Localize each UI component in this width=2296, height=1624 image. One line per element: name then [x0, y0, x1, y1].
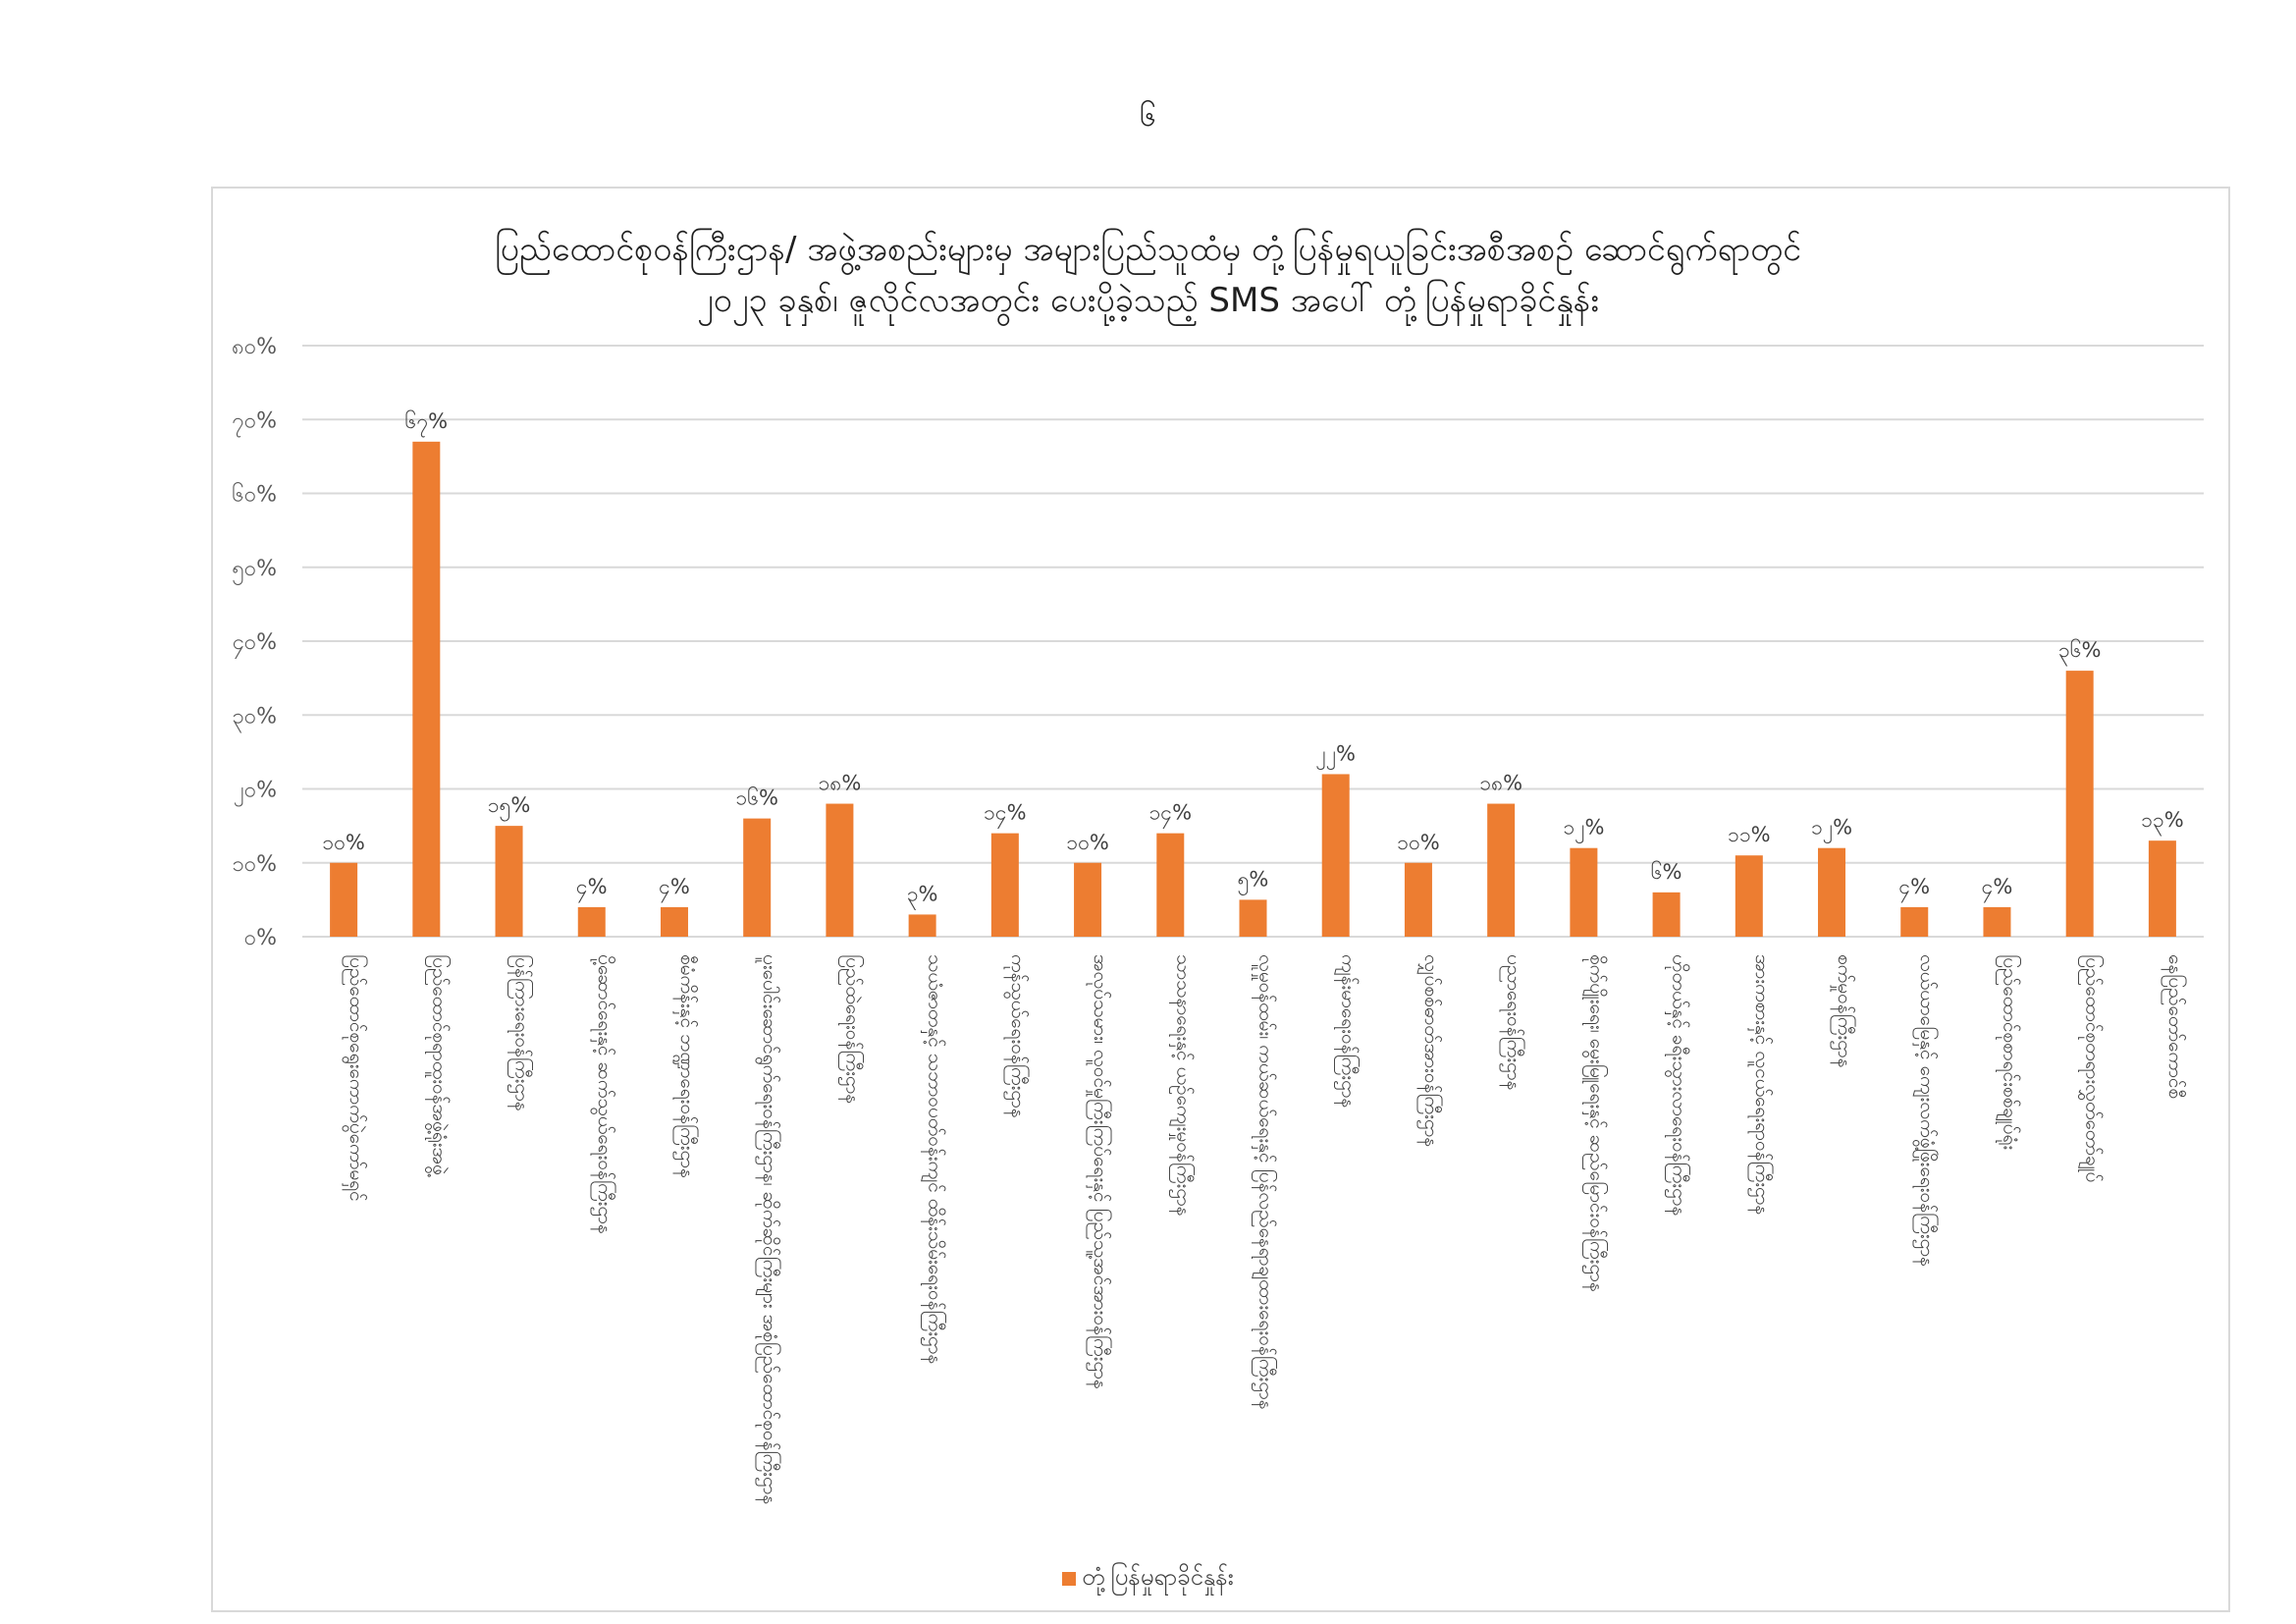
data-label: ၁၀% [1066, 831, 1109, 854]
bar [330, 862, 358, 937]
bar [2148, 840, 2176, 937]
x-category-label: စိုက်ပျိုးရေး၊ မွေးမြူရေးနှင့် ဆည်မြောင်… [1581, 954, 1609, 1292]
data-label: ၁၀% [322, 831, 365, 854]
data-label: ၁၆% [735, 785, 778, 810]
x-category-label: ပို့ဆောင်ရေးနှင့် ဆက်သွယ်ရေးဝန်ကြီးဌာန [590, 954, 617, 1234]
bar [1404, 862, 1432, 937]
x-category-label: စက်မှုဝန်ကြီးဌာန [1830, 954, 1857, 1067]
gridlines [302, 345, 2204, 938]
x-category-label: ပညာရေးဝန်ကြီးဌာန [1499, 954, 1526, 1090]
bar [1570, 847, 1598, 937]
data-label: ၁၄% [1148, 801, 1192, 830]
bar [1239, 899, 1267, 937]
bar [1652, 892, 1681, 937]
chart-title-line-1: ပြည်ထောင်စုဝန်ကြီးဌာန/ အဖွဲ့အစည်းများမှ … [494, 230, 1802, 269]
chart-title: ပြည်ထောင်စုဝန်ကြီးဌာန/ အဖွဲ့အစည်းများမှ … [0, 224, 2296, 326]
y-axis-ticks: ၀% ၁၀% ၂၀% ၃၀% ၄၀% ၅၀% ၆၀% ၇၀% ၈၀% [232, 335, 277, 950]
x-category-label: လယ်ယာမြေနှင့် ကျေးလက်ဖွံ့ဖြိုးရေးဝန်ကြီး… [1912, 954, 1940, 1267]
bar [1900, 906, 1929, 937]
bar [908, 914, 936, 937]
bar [826, 803, 854, 937]
data-label: ၁၈% [1479, 772, 1522, 795]
x-category-label: ပြည်ထောင်စုတရားလွှတ်တော်ချုပ် [2078, 954, 2106, 1182]
y-tick-label: ၃၀% [232, 704, 277, 732]
data-label: ၂၂% [1315, 741, 1356, 770]
page-number: ၆ [1140, 99, 1156, 134]
legend-swatch [1062, 1572, 1077, 1586]
x-category-label: ပြည်ထောင်စုရွေးကောက်ပွဲကော်မရှင် [342, 954, 369, 1202]
bar [743, 818, 772, 937]
x-category-label: လျှပ်စစ်ဓာတ်အားဝန်ကြီးဌာန [1416, 954, 1444, 1147]
data-label: ၆% [1651, 859, 1682, 884]
bars [330, 441, 2176, 937]
x-category-label: ပြည်ထဲရေးဝန်ကြီးဌာန [837, 954, 865, 1104]
data-label: ၁၅% [488, 793, 531, 822]
x-category-label: လူမှုဝန်ထမ်း၊ ကယ်ဆယ်ရေးနှင့် ပြန်လည်နေရာ… [1252, 954, 1279, 1410]
data-label: ၁၃% [2141, 808, 2184, 837]
data-label: ၄% [1898, 875, 1930, 903]
y-tick-label: ၆၀% [232, 482, 277, 508]
bar [1818, 847, 1846, 937]
legend: တုံ့ပြန်မှုရာခိုင်နှုန်း [0, 1561, 2296, 1597]
x-category-label: စီမံကိန်းနှင့် ဘဏ္ဍာရေးဝန်ကြီးဌာန [672, 954, 700, 1178]
data-label: ၁၄% [984, 801, 1027, 830]
bar [577, 906, 606, 937]
data-label: ၆၇% [405, 408, 449, 438]
x-category-label: ပူးပေါင်းဆောင်ရွက်ရေးဝန်ကြီးဌာန၊ ဆိုက်ဆိ… [755, 954, 782, 1504]
bar [1156, 833, 1185, 937]
x-category-label: အားကစားနှင့် လူငယ်ရေးရာဝန်ကြီးဌာန [1747, 954, 1775, 1215]
x-category-label: နေပြည်တော်ကောင်စီ [2161, 954, 2188, 1099]
legend-label: တုံ့ပြန်မှုရာခိုင်နှုန်း [1082, 1563, 1234, 1591]
data-label: ၁၂% [1811, 816, 1852, 844]
x-category-label: သယံဇာတနှင့် သဘာဝပတ်ဝန်းကျင် ထိန်းသိမ်းရေ… [921, 954, 948, 1364]
data-labels: ၁၀% ၆၇% ၁၅% ၄% ၄% ၁၆% ၁၈% ၃% ၁၄% ၁၀% ၁၄% ၅% ၂၂% ၁၀% ၁၈… [322, 408, 2183, 911]
bar [412, 441, 441, 937]
data-label: ၄% [1982, 875, 2013, 903]
bar [1074, 862, 1102, 937]
x-category-label: ဟိုတယ်နှင့် ခရီးသွားလာရေးဝန်ကြီးဌာန [1665, 954, 1692, 1216]
bar [1321, 774, 1350, 937]
y-tick-label: ၂၀% [234, 779, 277, 807]
x-axis-categories: ပြည်ထောင်စုရွေးကောက်ပွဲကော်မရှင် ပြည်ထောင… [342, 954, 2188, 1504]
y-tick-label: ၈၀% [232, 335, 277, 359]
x-category-label: ပြန်ကြားရေးဝန်ကြီးဌာန [507, 954, 535, 1111]
data-label: ၁၀% [1397, 831, 1440, 854]
data-label: ၄% [576, 875, 608, 903]
bar [1983, 906, 2011, 937]
x-category-label: အလုပ်သမား၊ လူဝင်မှုကြီးကြပ်ရေးနှင့် ပြည်… [1086, 954, 1113, 1389]
x-category-label: ပြည်ထောင်စုရာထူးဝန်အဖွဲ့ရုံးအဖွဲ့ [424, 954, 452, 1177]
data-label: ၅% [1238, 867, 1269, 895]
bar [990, 833, 1019, 937]
chart-frame [211, 187, 2230, 1612]
data-label: ၁၁% [1728, 823, 1771, 846]
x-category-label: ပြည်ထောင်စုစာရင်းစစ်ချုပ်ရုံး [1995, 954, 2022, 1150]
x-category-label: သာသနာရေးနှင့် ယဉ်ကျေးမှုဝန်ကြီးဌာန [1168, 954, 1196, 1217]
bar [1487, 803, 1516, 937]
y-tick-label: ၀% [244, 926, 277, 950]
x-category-label: ကုန်သွယ်ရေးဝန်ကြီးဌာန [1003, 954, 1031, 1118]
y-tick-label: ၄၀% [232, 630, 277, 659]
bar [495, 826, 523, 937]
bar [660, 906, 688, 937]
y-tick-label: ၁၀% [232, 852, 277, 877]
data-label: ၄% [659, 875, 690, 903]
bar [2065, 671, 2094, 937]
data-label: ၁၂% [1563, 816, 1604, 844]
data-label: ၁၈% [819, 772, 862, 795]
bar [1735, 855, 1763, 937]
data-label: ၃% [907, 882, 938, 910]
data-label: ၃၆% [2058, 637, 2102, 667]
y-tick-label: ၅၀% [232, 557, 277, 585]
x-category-label: ကျန်းမာရေးဝန်ကြီးဌာန [1334, 954, 1362, 1108]
y-tick-label: ၇၀% [232, 408, 277, 437]
chart-title-line-2: ၂၀၂၃ ခုနှစ်၊ ဇူလိုင်လအတွင်း ပေးပို့ခဲ့သည… [696, 281, 1600, 320]
